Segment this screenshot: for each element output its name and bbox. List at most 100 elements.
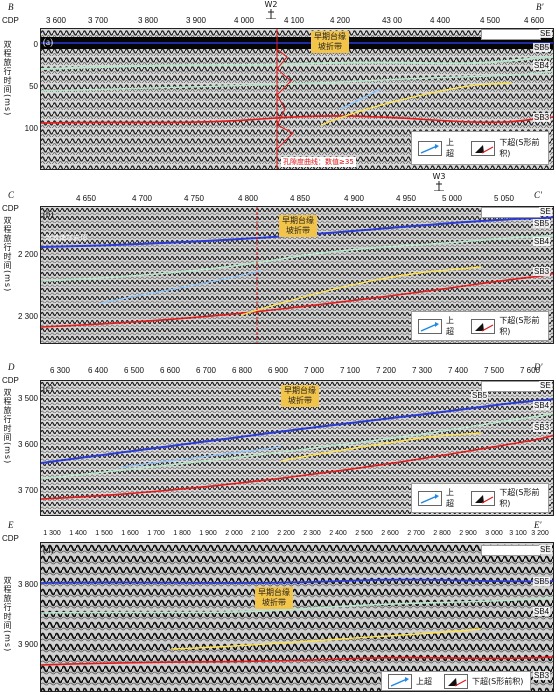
cdp-ticks: 1 300 1 400 1 500 1 600 1 700 1 800 1 90… <box>0 530 556 540</box>
well-symbol-icon <box>266 9 276 20</box>
cdp-tick: 4 700 <box>131 194 153 203</box>
section-start-label: C <box>8 190 15 200</box>
cdp-tick: 2 400 <box>329 530 347 537</box>
slope-break-callout: 早期台缘 坡折带 <box>281 385 319 407</box>
cdp-tick: 4 400 <box>429 16 451 25</box>
seismic-section: SE SB5 SB4 SB3 早期台缘 坡折带 上超 下超(S形前积) (d) <box>40 542 554 692</box>
se-horizon-key <box>481 381 541 392</box>
slope-break-callout: 早期台缘 坡折带 <box>311 31 349 53</box>
y-tick: 2 300 <box>17 312 38 321</box>
onlap-icon <box>418 318 442 334</box>
panel-label: (c) <box>43 383 53 393</box>
y-tick: 50 <box>29 82 38 91</box>
cdp-tick: 2 600 <box>381 530 399 537</box>
horizon-se: SE <box>539 381 552 390</box>
cdp-tick: 5 050 <box>493 194 515 203</box>
legend: 上超 下超(S形前积) <box>411 483 549 513</box>
cdp-tick: 4 000 <box>233 16 255 25</box>
horizon-sb4: SB4 <box>533 607 551 616</box>
well-symbol-icon <box>434 181 444 192</box>
cdp-tick: 2 000 <box>225 530 243 537</box>
porosity-curve-note: 孔隙度曲线：数值≥35 <box>281 157 356 167</box>
legend: 上超 下超(S形前积) <box>381 671 531 691</box>
y-tick: 3 700 <box>17 486 38 495</box>
cdp-tick: 3 900 <box>185 16 207 25</box>
panel-c: D D' CDP 6 300 6 400 6 500 6 600 6 700 6… <box>0 344 556 516</box>
panel-label: (a) <box>43 37 53 47</box>
cdp-tick: 2 500 <box>355 530 373 537</box>
cdp-tick: 7 500 <box>483 366 505 375</box>
horizon-sb4: SB4 <box>533 61 551 70</box>
y-tick: 3 500 <box>17 394 38 403</box>
horizon-sb5: SB5 <box>533 577 551 586</box>
well-label: W2 <box>264 0 278 9</box>
section-start-label: D <box>8 362 15 372</box>
cdp-tick: 2 700 <box>407 530 425 537</box>
y-axis-title: 双程旅行时间(ms) <box>3 576 12 653</box>
y-axis-title: 双程旅行时间(ms) <box>3 40 12 117</box>
cdp-axis-label: CDP <box>2 534 19 543</box>
downlap-icon <box>444 673 468 689</box>
cdp-tick: 1 300 <box>43 530 61 537</box>
legend-downlap-label: 下超(S形前积) <box>499 316 540 336</box>
cdp-tick: 2 200 <box>277 530 295 537</box>
legend: 上超 下超(S形前积) <box>411 131 549 165</box>
cdp-axis-label: CDP <box>2 376 19 385</box>
downlap-icon <box>471 140 496 156</box>
slope-break-callout: 早期台缘 坡折带 <box>255 587 293 609</box>
se-horizon-key <box>481 207 541 218</box>
section-end-label: B' <box>536 2 544 12</box>
legend-onlap-label: 上超 <box>446 488 454 508</box>
se-horizon-key <box>481 29 541 40</box>
cdp-tick: 3 700 <box>87 16 109 25</box>
horizon-sb4: SB4 <box>533 401 551 410</box>
y-axis-title: 双程旅行时间(ms) <box>3 216 12 293</box>
panel-b: C C' CDP 4 650 4 700 4 750 4 800 4 850 4… <box>0 172 556 344</box>
horizon-sb5: SB5 <box>533 43 551 52</box>
legend-onlap-label: 上超 <box>446 138 454 158</box>
cdp-ticks: 4 650 4 700 4 750 4 800 4 850 4 900 4 95… <box>0 194 556 204</box>
cdp-tick: 4 800 <box>237 194 259 203</box>
legend-downlap-label: 下超(S形前积) <box>499 488 540 508</box>
cdp-tick: 4 600 <box>523 16 545 25</box>
cdp-tick: 1 700 <box>147 530 165 537</box>
section-end-label: E' <box>534 520 542 530</box>
cdp-tick: 6 700 <box>195 366 217 375</box>
cdp-ticks: 6 300 6 400 6 500 6 600 6 700 6 800 6 90… <box>0 366 556 376</box>
cdp-tick: 7 600 <box>519 366 541 375</box>
y-tick: 3 900 <box>17 640 38 649</box>
cdp-tick: 6 500 <box>123 366 145 375</box>
cdp-tick: 6 300 <box>49 366 71 375</box>
section-end-label: D' <box>534 362 543 372</box>
well-w3-marker: W3 <box>432 172 446 193</box>
cdp-tick: 4 900 <box>343 194 365 203</box>
horizon-sb5: SB5 <box>471 391 489 400</box>
downlap-icon <box>471 490 496 506</box>
panel-label: (d) <box>43 545 54 555</box>
onlap-icon <box>418 140 442 156</box>
well-w2-marker: W2 <box>264 0 278 21</box>
horizon-sb5: SB5 <box>533 219 551 228</box>
panel-a: B B' CDP 3 600 3 700 3 800 3 900 4 000 4… <box>0 0 556 172</box>
cdp-tick: 4 200 <box>329 16 351 25</box>
cdp-tick: 1 600 <box>121 530 139 537</box>
cdp-tick: 3 600 <box>45 16 67 25</box>
legend-onlap-label: 上超 <box>416 676 432 686</box>
cdp-axis-label: CDP <box>2 204 19 213</box>
horizon-sb3: SB3 <box>533 423 551 432</box>
cdp-ticks: 3 600 3 700 3 800 3 900 4 000 4 100 4 20… <box>0 16 556 26</box>
cdp-tick: 2 800 <box>433 530 451 537</box>
legend-downlap-label: 下超(S形前积) <box>499 138 540 158</box>
cdp-tick: 2 300 <box>303 530 321 537</box>
legend: 上超 下超(S形前积) <box>411 311 549 341</box>
horizon-sb4: SB4 <box>533 237 551 246</box>
se-horizon-key <box>481 545 541 556</box>
horizon-se: SE <box>539 29 552 38</box>
horizon-sb3: SB3 <box>533 671 551 680</box>
cdp-tick: 2 900 <box>459 530 477 537</box>
onlap-icon <box>418 490 442 506</box>
cdp-tick: 3 800 <box>137 16 159 25</box>
cdp-tick: 1 500 <box>95 530 113 537</box>
cdp-tick: 7 300 <box>411 366 433 375</box>
cdp-axis-label: CDP <box>2 16 19 25</box>
